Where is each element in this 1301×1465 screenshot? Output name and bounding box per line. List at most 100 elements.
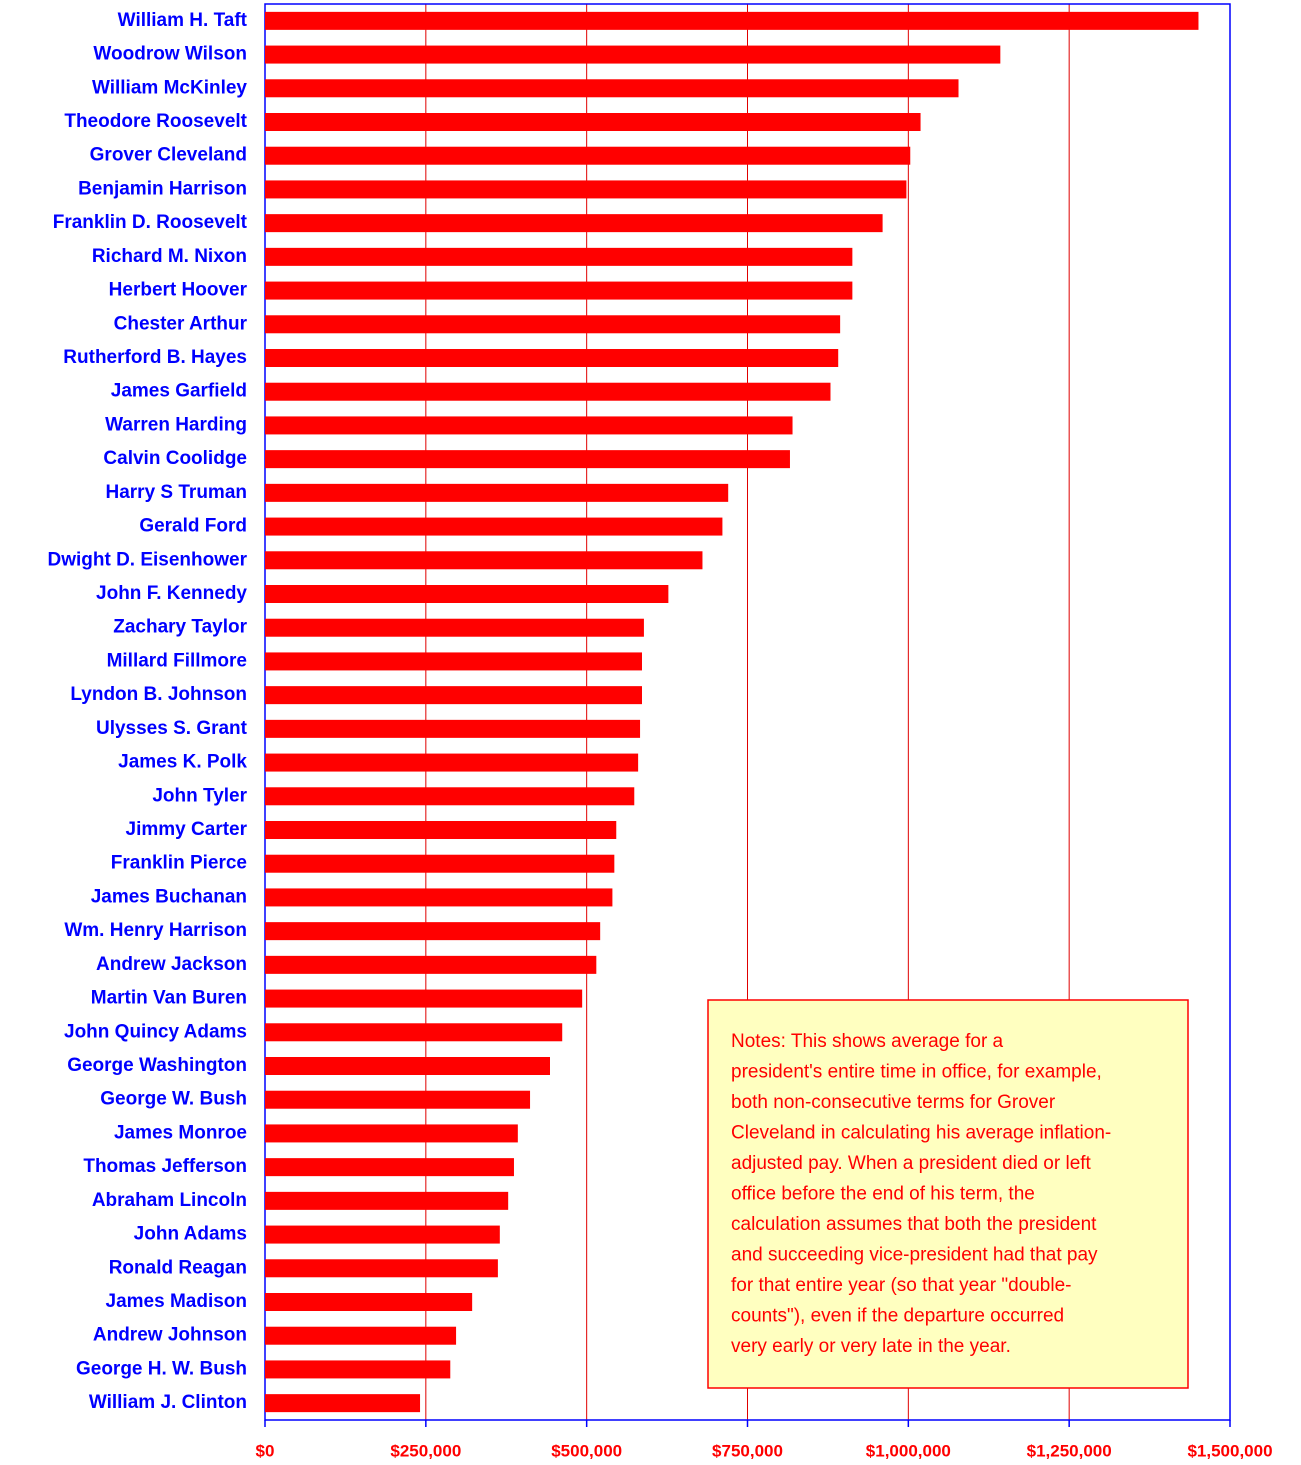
bar xyxy=(265,618,644,637)
y-tick-label: William H. Taft xyxy=(118,10,248,31)
y-tick-label: Lyndon B. Johnson xyxy=(70,684,247,705)
y-tick-label: Franklin D. Roosevelt xyxy=(53,212,248,233)
bar xyxy=(265,652,642,671)
y-tick-label: Ulysses S. Grant xyxy=(96,718,248,739)
x-tick-label: $1,500,000 xyxy=(1187,1441,1272,1460)
y-tick-label: Thomas Jefferson xyxy=(83,1156,247,1177)
bar xyxy=(265,1023,563,1042)
y-tick-label: Richard M. Nixon xyxy=(92,246,247,267)
bar xyxy=(265,787,635,806)
x-tick-label: $250,000 xyxy=(390,1441,461,1460)
x-tick-label: $750,000 xyxy=(712,1441,783,1460)
y-tick-label: John Quincy Adams xyxy=(64,1021,247,1042)
y-tick-label: John F. Kennedy xyxy=(96,583,247,604)
y-tick-label: Harry S Truman xyxy=(106,482,248,503)
bar xyxy=(265,955,597,974)
y-tick-label: Chester Arthur xyxy=(114,313,248,334)
y-tick-label: Ronald Reagan xyxy=(109,1257,247,1278)
y-tick-label: James Madison xyxy=(106,1291,248,1312)
bar xyxy=(265,382,831,401)
bar xyxy=(265,483,729,502)
y-tick-label: Herbert Hoover xyxy=(109,280,248,301)
y-tick-label: Calvin Coolidge xyxy=(103,448,247,469)
y-tick-label: Millard Fillmore xyxy=(107,650,247,671)
bar xyxy=(265,686,642,705)
y-tick-label: Rutherford B. Hayes xyxy=(63,347,247,368)
note-line: adjusted pay. When a president died or l… xyxy=(731,1153,1092,1174)
y-tick-label: Martin Van Buren xyxy=(91,988,247,1009)
y-tick-label: George W. Bush xyxy=(100,1089,247,1110)
y-tick-label: William J. Clinton xyxy=(89,1392,247,1413)
y-tick-label: Grover Cleveland xyxy=(90,145,247,166)
bar xyxy=(265,989,583,1008)
y-tick-label: Jimmy Carter xyxy=(126,819,248,840)
y-tick-label: James K. Polk xyxy=(118,752,247,773)
bar xyxy=(265,180,907,199)
y-tick-label: James Garfield xyxy=(111,381,247,402)
y-tick-label: George H. W. Bush xyxy=(76,1358,247,1379)
bar xyxy=(265,416,793,435)
note-line: counts"), even if the departure occurred xyxy=(731,1306,1064,1327)
note-line: and succeeding vice-president had that p… xyxy=(731,1245,1098,1266)
y-tick-label: Andrew Jackson xyxy=(96,954,247,975)
bar xyxy=(265,1191,509,1210)
bar xyxy=(265,349,839,367)
bar xyxy=(265,551,703,570)
y-tick-label: William McKinley xyxy=(92,77,247,98)
bar xyxy=(265,146,911,165)
y-tick-label: Franklin Pierce xyxy=(111,853,247,874)
y-tick-label: John Adams xyxy=(134,1224,247,1245)
note-line: calculation assumes that both the presid… xyxy=(731,1214,1097,1235)
y-tick-label: Gerald Ford xyxy=(139,516,247,537)
y-tick-label: James Monroe xyxy=(114,1122,247,1143)
bar xyxy=(265,1326,457,1345)
bar xyxy=(265,79,959,98)
bar xyxy=(265,1259,498,1278)
y-tick-label: Benjamin Harrison xyxy=(78,178,247,199)
note-box xyxy=(707,999,1189,1389)
bar xyxy=(265,1124,518,1143)
y-tick-label: George Washington xyxy=(67,1055,247,1076)
note-line: for that entire year (so that year "doub… xyxy=(731,1275,1071,1296)
bar xyxy=(265,113,921,131)
bar xyxy=(265,315,841,334)
note-line: both non-consecutive terms for Grover xyxy=(731,1092,1056,1113)
bar xyxy=(265,45,1001,64)
y-tick-label: Andrew Johnson xyxy=(93,1325,247,1346)
y-tick-label: Abraham Lincoln xyxy=(92,1190,247,1211)
bar xyxy=(265,854,615,873)
note-line: Cleveland in calculating his average inf… xyxy=(731,1123,1111,1144)
bar xyxy=(265,585,669,603)
bar xyxy=(265,1394,421,1413)
y-tick-label: Zachary Taylor xyxy=(113,617,247,638)
x-tick-label: $1,250,000 xyxy=(1027,1441,1112,1460)
bar xyxy=(265,1360,451,1379)
bar xyxy=(265,1293,473,1311)
y-tick-label: Theodore Roosevelt xyxy=(64,111,247,132)
bar xyxy=(265,888,613,907)
bar xyxy=(265,719,641,738)
bar xyxy=(265,1225,500,1244)
note-line: very early or very late in the year. xyxy=(731,1336,1011,1357)
bar xyxy=(265,1090,531,1109)
y-tick-label: Wm. Henry Harrison xyxy=(64,920,247,941)
bar xyxy=(265,247,853,266)
bar xyxy=(265,450,790,469)
y-tick-label: James Buchanan xyxy=(91,886,247,907)
x-tick-label: $1,000,000 xyxy=(866,1441,951,1460)
bar xyxy=(265,1158,514,1177)
x-tick-label: $500,000 xyxy=(551,1441,622,1460)
bar xyxy=(265,1057,550,1075)
bar xyxy=(265,922,601,941)
y-tick-label: Woodrow Wilson xyxy=(93,44,247,65)
bar xyxy=(265,753,639,772)
plot-frame xyxy=(264,3,1231,1421)
bar xyxy=(265,517,723,536)
note-line: president's entire time in office, for e… xyxy=(731,1062,1102,1083)
y-tick-label: Dwight D. Eisenhower xyxy=(47,549,247,570)
y-tick-label: John Tyler xyxy=(152,785,247,806)
x-tick-label: $0 xyxy=(256,1441,275,1460)
bar xyxy=(265,11,1199,30)
note-line: Notes: This shows average for a xyxy=(731,1031,1004,1052)
